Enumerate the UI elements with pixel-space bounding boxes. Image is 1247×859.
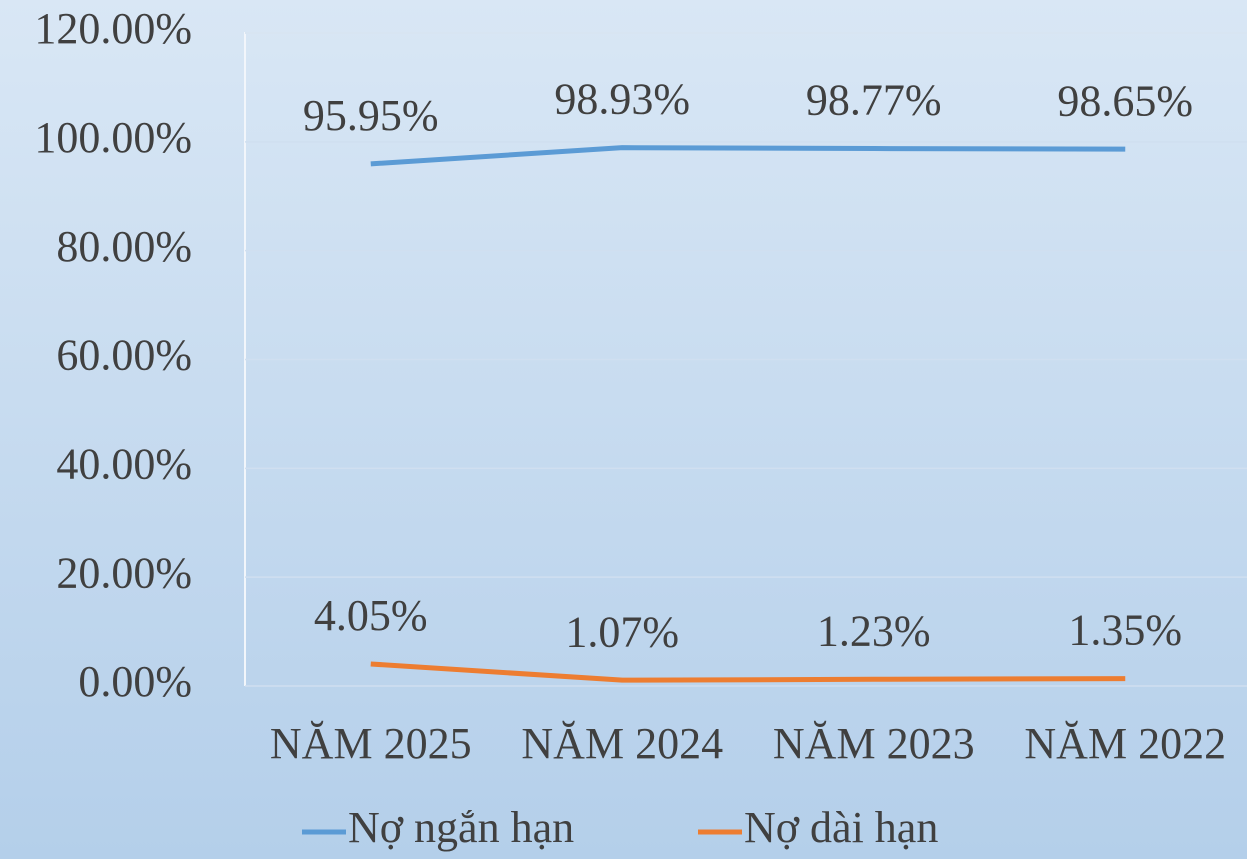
legend-label: Nợ dài hạn — [744, 803, 938, 852]
data-label: 1.35% — [1068, 606, 1182, 655]
x-tick-label: NĂM 2023 — [773, 719, 975, 768]
data-label: 98.65% — [1057, 76, 1193, 125]
y-tick-label: 100.00% — [34, 113, 192, 162]
legend-label: Nợ ngắn hạn — [348, 803, 574, 852]
y-tick-label: 120.00% — [34, 4, 192, 53]
y-tick-label: 20.00% — [56, 548, 192, 597]
data-label: 98.93% — [554, 75, 690, 124]
data-label: 1.23% — [817, 606, 931, 655]
data-label: 95.95% — [303, 91, 439, 140]
x-tick-label: NĂM 2025 — [270, 719, 472, 768]
y-tick-label: 60.00% — [56, 331, 192, 380]
y-tick-label: 0.00% — [78, 657, 192, 706]
x-tick-label: NĂM 2022 — [1024, 719, 1226, 768]
y-tick-label: 80.00% — [56, 222, 192, 271]
data-label: 4.05% — [314, 591, 428, 640]
y-tick-label: 40.00% — [56, 439, 192, 488]
x-tick-label: NĂM 2024 — [521, 719, 723, 768]
series-line — [370, 145, 1126, 167]
series-line — [370, 661, 1126, 683]
data-label: 98.77% — [806, 76, 942, 125]
data-label: 1.07% — [565, 607, 679, 656]
